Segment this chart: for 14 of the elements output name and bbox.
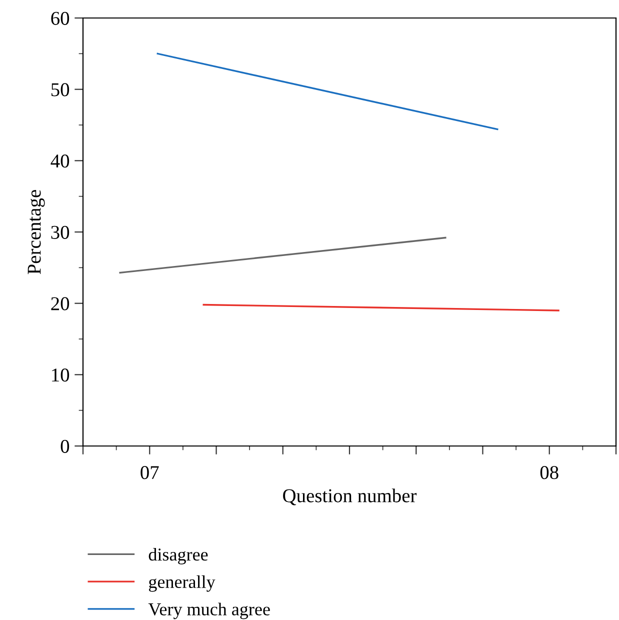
x-tick-label: 07 <box>140 466 159 480</box>
y-tick-label: 0 <box>60 440 70 453</box>
legend-label: generally <box>148 575 216 592</box>
legend-label: disagree <box>148 548 208 564</box>
x-tick-label: 08 <box>540 466 558 480</box>
y-tick-label: 50 <box>51 83 70 96</box>
y-axis-title: Percentage <box>28 190 45 274</box>
y-tick-label: 40 <box>50 154 70 168</box>
y-tick-label: 20 <box>51 297 70 310</box>
y-tick-label: 10 <box>52 368 70 382</box>
y-tick-label: 60 <box>51 12 70 25</box>
y-tick-label: 30 <box>51 226 70 239</box>
legend-label: Very much agree <box>148 602 270 620</box>
x-axis-title: Question number <box>283 488 417 506</box>
